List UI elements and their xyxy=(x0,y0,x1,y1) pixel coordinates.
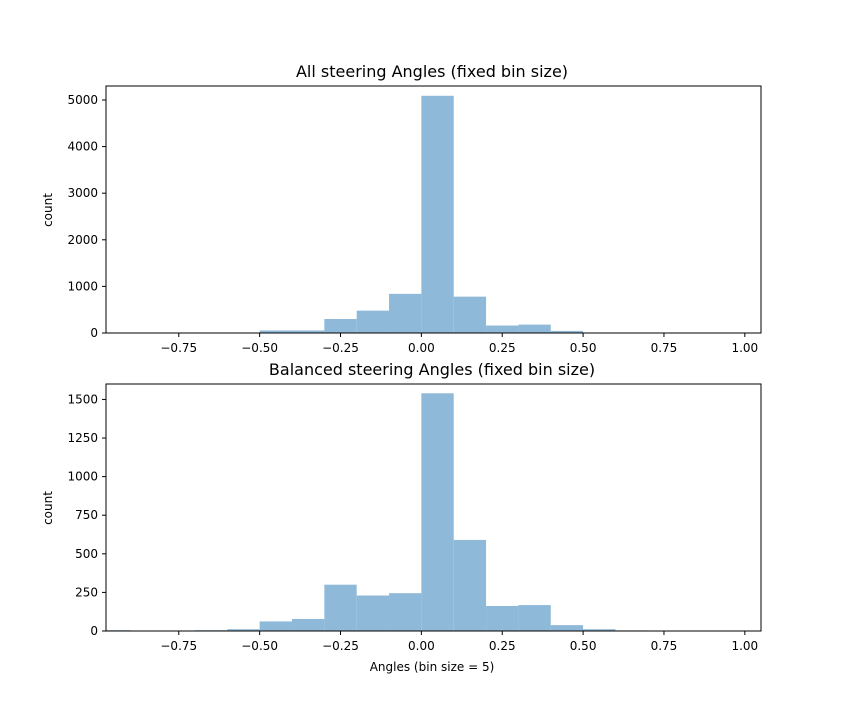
axes-frame xyxy=(105,383,762,632)
x-tick-label: 1.00 xyxy=(731,341,758,355)
x-tick-label: 0.75 xyxy=(651,639,678,653)
subplot-title: Balanced steering Angles (fixed bin size… xyxy=(269,360,595,379)
histogram-bar-10 xyxy=(486,605,519,631)
y-tick-label: 2000 xyxy=(67,233,98,247)
y-tick-label: 0 xyxy=(90,624,98,638)
y-tick-label: 750 xyxy=(75,508,98,522)
y-tick-label: 1000 xyxy=(67,470,98,484)
y-tick-label: 5000 xyxy=(67,93,98,107)
histogram-bar-5 xyxy=(421,95,454,333)
y-tick-label: 0 xyxy=(90,326,98,340)
x-tick-label: 0.00 xyxy=(408,341,435,355)
y-tick-label: 500 xyxy=(75,547,98,561)
x-axis-ticks: −0.75 −0.50 −0.25 0.00 0.25 0.50 0.75 1.00 xyxy=(160,333,758,355)
histogram-bar-12 xyxy=(550,625,584,631)
x-axis-ticks: −0.75 −0.50 −0.25 0.00 0.25 0.50 0.75 1.00 xyxy=(160,631,758,653)
y-tick-label: 3000 xyxy=(67,186,98,200)
histogram-bar-2 xyxy=(324,319,357,333)
x-tick-label: −0.25 xyxy=(322,639,359,653)
histogram-bar-6 xyxy=(453,296,487,333)
histogram-bars xyxy=(106,393,648,631)
x-tick-label: 0.75 xyxy=(651,341,678,355)
histogram-bar-8 xyxy=(518,324,551,333)
y-tick-label: 4000 xyxy=(67,140,98,154)
subplot-balanced-angles: Balanced steering Angles (fixed bin size… xyxy=(41,360,762,674)
y-axis-label: count xyxy=(41,193,55,227)
histogram-bar-8 xyxy=(421,393,454,631)
x-tick-label: −0.75 xyxy=(160,639,197,653)
histogram-bar-13 xyxy=(583,629,616,631)
y-tick-label: 250 xyxy=(75,585,98,599)
histogram-bar-7 xyxy=(486,325,519,333)
x-tick-label: 0.25 xyxy=(489,341,516,355)
histogram-bar-11 xyxy=(518,605,551,631)
y-axis-ticks: 0 250 500 750 1000 1250 1500 xyxy=(67,392,106,638)
histogram-bar-3 xyxy=(356,310,390,333)
x-tick-label: 0.50 xyxy=(570,341,597,355)
histogram-bar-6 xyxy=(356,595,390,631)
histogram-bar-5 xyxy=(324,584,357,631)
histogram-bar-7 xyxy=(389,593,422,631)
x-tick-label: 1.00 xyxy=(731,639,758,653)
y-tick-label: 1500 xyxy=(67,392,98,406)
y-tick-label: 1000 xyxy=(67,279,98,293)
x-tick-label: −0.75 xyxy=(160,341,197,355)
x-tick-label: 0.50 xyxy=(570,639,597,653)
histogram-bar-9 xyxy=(453,539,487,631)
y-tick-label: 1250 xyxy=(67,431,98,445)
x-tick-label: −0.50 xyxy=(241,639,278,653)
histogram-bar-4 xyxy=(389,293,422,333)
subplot-title: All steering Angles (fixed bin size) xyxy=(296,62,568,81)
subplot-all-angles: All steering Angles (fixed bin size) cou… xyxy=(41,62,762,355)
axes-frame xyxy=(105,85,762,334)
histogram-bar-1 xyxy=(291,330,325,333)
x-tick-label: −0.50 xyxy=(241,341,278,355)
histogram-bar-9 xyxy=(550,330,584,333)
y-axis-label: count xyxy=(41,491,55,525)
histogram-bar-0 xyxy=(259,330,292,333)
histogram-bar-2 xyxy=(227,629,260,631)
histogram-bar-3 xyxy=(259,621,292,631)
x-tick-label: 0.25 xyxy=(489,639,516,653)
histogram-bar-4 xyxy=(291,618,325,631)
y-axis-ticks: 0 1000 2000 3000 4000 5000 xyxy=(67,93,106,340)
x-axis-label: Angles (bin size = 5) xyxy=(370,660,495,674)
x-tick-label: −0.25 xyxy=(322,341,359,355)
histogram-bars xyxy=(259,95,584,333)
x-tick-label: 0.00 xyxy=(408,639,435,653)
